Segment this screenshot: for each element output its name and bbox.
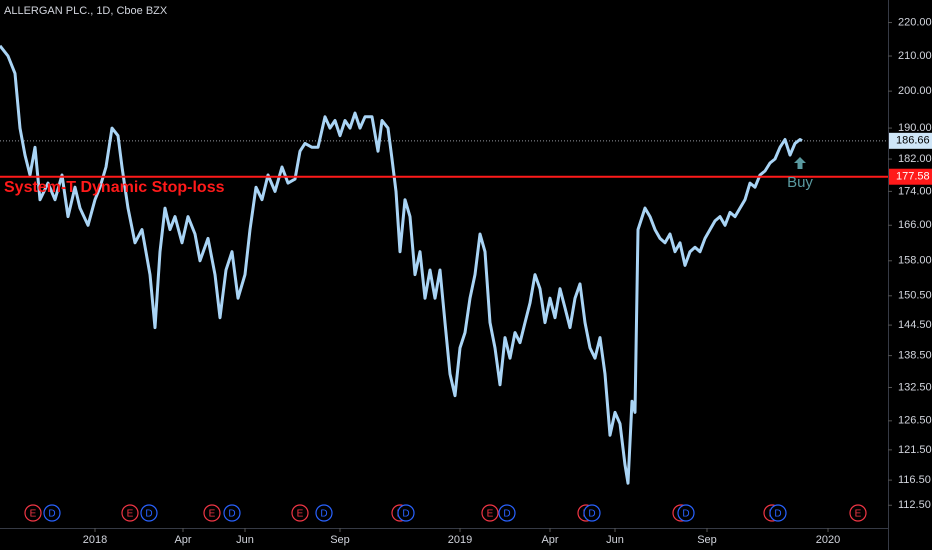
y-tick-label: 174.00	[898, 185, 932, 197]
x-tick-label: Apr	[541, 534, 558, 546]
event-label: D	[228, 509, 235, 520]
x-tick-label: Jun	[236, 534, 254, 546]
event-label: E	[487, 509, 494, 520]
stop-loss-label: System-T Dynamic Stop-loss	[4, 179, 225, 196]
chart-title: ALLERGAN PLC., 1D, Cboe BZX	[4, 5, 168, 17]
price-line	[0, 44, 803, 485]
event-marker	[291, 504, 309, 522]
event-label: D	[682, 509, 689, 520]
event-label: D	[320, 509, 327, 520]
event-label: E	[127, 509, 134, 520]
y-tick-label: 220.00	[898, 16, 932, 28]
event-marker	[24, 504, 42, 522]
y-tick-label: 116.50	[898, 474, 931, 486]
event-marker	[203, 504, 221, 522]
event-marker	[315, 504, 333, 522]
y-tick-label: 138.50	[898, 350, 932, 362]
y-tick-label: 112.50	[898, 499, 931, 511]
event-marker	[121, 504, 139, 522]
x-tick-label: Apr	[174, 534, 191, 546]
event-label: E	[297, 509, 304, 520]
event-label: E	[209, 509, 216, 520]
y-tick-label: 150.50	[898, 290, 932, 302]
y-tick-label: 210.00	[898, 50, 932, 62]
x-tick-label: Sep	[330, 534, 350, 546]
y-tick-label: 132.50	[898, 381, 932, 393]
event-marker	[43, 504, 61, 522]
x-tick-label: 2019	[448, 534, 472, 546]
event-marker	[498, 504, 516, 522]
y-tick-label: 166.00	[898, 219, 932, 231]
y-tick-label: 126.50	[898, 415, 932, 427]
stop-loss-tag	[889, 168, 932, 185]
y-tick-label: 200.00	[898, 85, 932, 97]
event-marker	[583, 504, 601, 522]
event-label: E	[30, 509, 37, 520]
y-tick-label: 182.00	[898, 153, 932, 165]
event-label: D	[48, 509, 55, 520]
event-label: D	[145, 509, 152, 520]
event-marker	[397, 504, 415, 522]
event-label: D	[774, 509, 781, 520]
event-marker	[849, 504, 867, 522]
x-tick-label: Sep	[697, 534, 717, 546]
buy-label: Buy	[787, 174, 813, 191]
event-label: D	[402, 509, 409, 520]
event-marker	[677, 504, 695, 522]
y-tick-label: 190.00	[898, 122, 932, 134]
event-label: D	[503, 509, 510, 520]
event-label: E	[855, 509, 862, 520]
last-price-tag	[889, 132, 932, 149]
x-tick-label: 2020	[816, 534, 840, 546]
event-marker	[223, 504, 241, 522]
event-marker	[481, 504, 499, 522]
buy-arrow	[794, 156, 806, 169]
x-tick-label: 2018	[83, 534, 107, 546]
y-tick-label: 121.50	[898, 444, 932, 456]
event-label: D	[588, 509, 595, 520]
event-marker	[140, 504, 158, 522]
x-tick-label: Jun	[606, 534, 624, 546]
last-price-tag-label: 186.66	[896, 135, 930, 147]
y-tick-label: 158.00	[898, 255, 932, 267]
y-tick-label: 144.50	[898, 319, 932, 331]
stop-loss-tag-label: 177.58	[896, 171, 930, 183]
event-marker	[769, 504, 787, 522]
